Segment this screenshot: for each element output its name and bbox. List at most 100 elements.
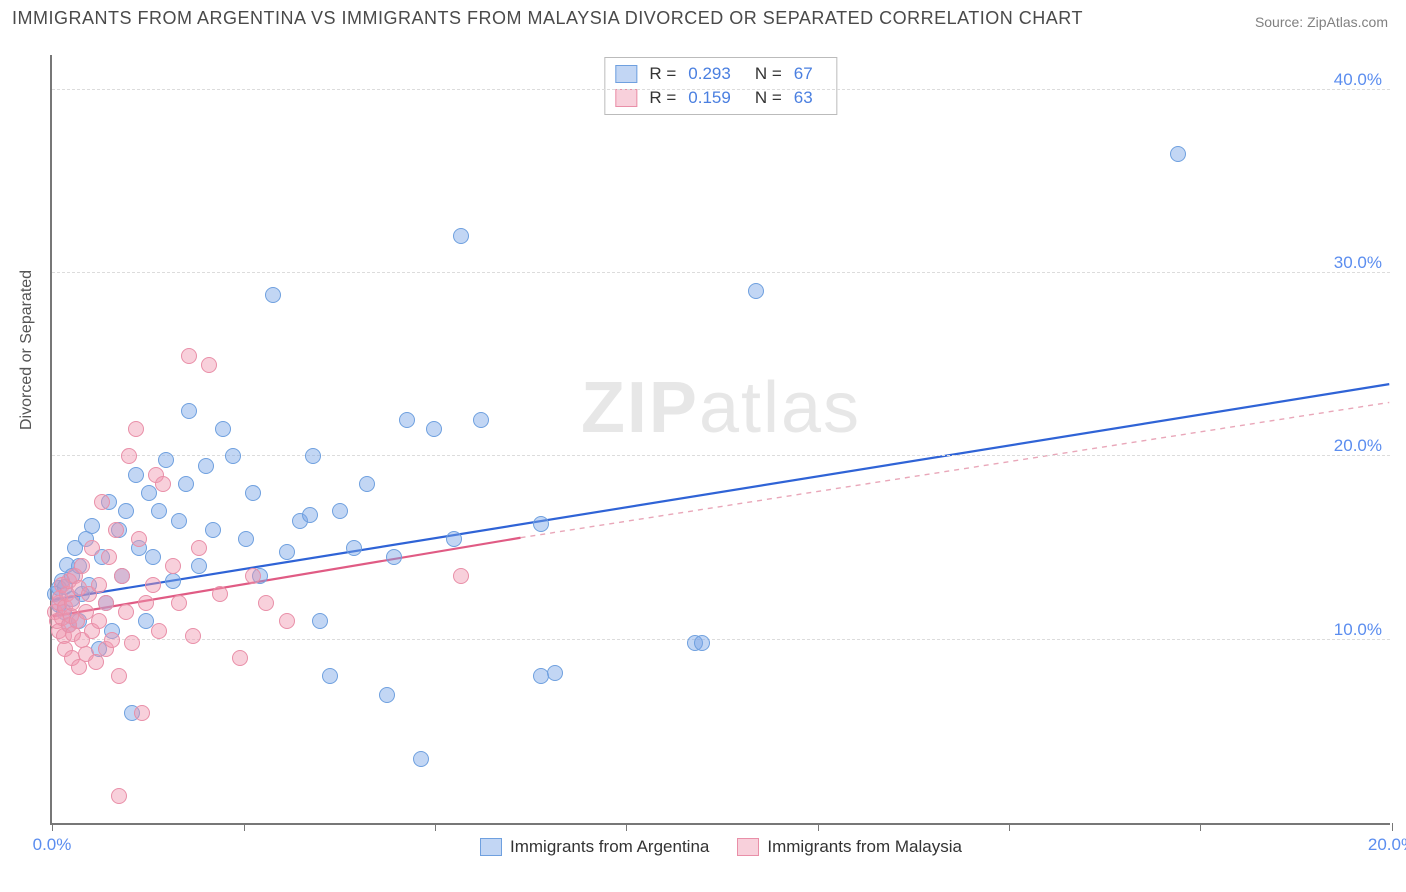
scatter-marker-malaysia	[453, 568, 469, 584]
scatter-marker-argentina	[118, 503, 134, 519]
scatter-marker-malaysia	[212, 586, 228, 602]
y-tick-label: 30.0%	[1334, 253, 1382, 273]
scatter-marker-argentina	[694, 635, 710, 651]
legend-bottom-item: Immigrants from Argentina	[480, 837, 709, 857]
scatter-marker-argentina	[533, 516, 549, 532]
legend-r-value: 0.159	[688, 88, 731, 108]
scatter-marker-malaysia	[279, 613, 295, 629]
x-tick	[1200, 823, 1201, 831]
scatter-marker-argentina	[547, 665, 563, 681]
scatter-marker-argentina	[1170, 146, 1186, 162]
scatter-marker-argentina	[473, 412, 489, 428]
scatter-marker-argentina	[748, 283, 764, 299]
scatter-marker-malaysia	[114, 568, 130, 584]
scatter-marker-malaysia	[134, 705, 150, 721]
legend-swatch	[737, 838, 759, 856]
scatter-marker-malaysia	[138, 595, 154, 611]
x-tick	[626, 823, 627, 831]
scatter-marker-argentina	[84, 518, 100, 534]
legend-swatch	[615, 89, 637, 107]
legend-r-label: R =	[649, 64, 676, 84]
scatter-marker-argentina	[215, 421, 231, 437]
scatter-marker-malaysia	[128, 421, 144, 437]
plot-area: ZIPatlas R = 0.293 N = 67 R = 0.159 N = …	[50, 55, 1390, 825]
scatter-marker-argentina	[302, 507, 318, 523]
scatter-marker-malaysia	[91, 613, 107, 629]
scatter-marker-argentina	[238, 531, 254, 547]
scatter-marker-malaysia	[245, 568, 261, 584]
x-tick	[818, 823, 819, 831]
legend-n-value: 63	[794, 88, 813, 108]
legend-n-label: N =	[755, 88, 782, 108]
legend-top: R = 0.293 N = 67 R = 0.159 N = 63	[604, 57, 837, 115]
scatter-marker-malaysia	[101, 549, 117, 565]
scatter-marker-malaysia	[185, 628, 201, 644]
x-tick-label: 0.0%	[33, 835, 72, 855]
scatter-marker-malaysia	[131, 531, 147, 547]
gridline-h	[52, 272, 1390, 273]
scatter-marker-malaysia	[108, 522, 124, 538]
scatter-marker-malaysia	[155, 476, 171, 492]
gridline-h	[52, 455, 1390, 456]
scatter-marker-argentina	[191, 558, 207, 574]
scatter-marker-malaysia	[111, 788, 127, 804]
scatter-marker-argentina	[151, 503, 167, 519]
legend-r-value: 0.293	[688, 64, 731, 84]
gridline-h	[52, 639, 1390, 640]
scatter-marker-argentina	[265, 287, 281, 303]
scatter-marker-argentina	[178, 476, 194, 492]
scatter-marker-argentina	[305, 448, 321, 464]
scatter-marker-malaysia	[232, 650, 248, 666]
watermark-light: atlas	[699, 368, 861, 448]
trend-lines-layer	[52, 55, 1390, 823]
legend-r-label: R =	[649, 88, 676, 108]
scatter-marker-malaysia	[258, 595, 274, 611]
x-tick-label: 20.0%	[1368, 835, 1406, 855]
scatter-marker-argentina	[205, 522, 221, 538]
y-tick-label: 20.0%	[1334, 436, 1382, 456]
scatter-marker-argentina	[181, 403, 197, 419]
x-tick	[1392, 823, 1393, 831]
legend-n-label: N =	[755, 64, 782, 84]
scatter-marker-argentina	[399, 412, 415, 428]
scatter-marker-malaysia	[191, 540, 207, 556]
scatter-marker-malaysia	[118, 604, 134, 620]
scatter-marker-malaysia	[181, 348, 197, 364]
legend-bottom: Immigrants from Argentina Immigrants fro…	[52, 837, 1390, 857]
scatter-marker-argentina	[312, 613, 328, 629]
scatter-marker-malaysia	[171, 595, 187, 611]
chart-title: IMMIGRANTS FROM ARGENTINA VS IMMIGRANTS …	[12, 8, 1083, 29]
legend-series-label: Immigrants from Malaysia	[767, 837, 962, 857]
scatter-marker-argentina	[359, 476, 375, 492]
x-tick	[435, 823, 436, 831]
scatter-marker-argentina	[225, 448, 241, 464]
scatter-marker-argentina	[379, 687, 395, 703]
scatter-marker-malaysia	[111, 668, 127, 684]
scatter-marker-malaysia	[98, 595, 114, 611]
scatter-marker-malaysia	[104, 632, 120, 648]
scatter-marker-argentina	[171, 513, 187, 529]
scatter-marker-malaysia	[145, 577, 161, 593]
legend-series-label: Immigrants from Argentina	[510, 837, 709, 857]
scatter-marker-malaysia	[88, 654, 104, 670]
scatter-marker-malaysia	[91, 577, 107, 593]
watermark: ZIPatlas	[581, 367, 861, 449]
chart-container: IMMIGRANTS FROM ARGENTINA VS IMMIGRANTS …	[0, 0, 1406, 892]
legend-bottom-item: Immigrants from Malaysia	[737, 837, 962, 857]
scatter-marker-malaysia	[124, 635, 140, 651]
scatter-marker-argentina	[145, 549, 161, 565]
legend-swatch	[615, 65, 637, 83]
y-axis-label: Divorced or Separated	[18, 270, 36, 430]
scatter-marker-malaysia	[121, 448, 137, 464]
scatter-marker-argentina	[279, 544, 295, 560]
scatter-marker-malaysia	[84, 540, 100, 556]
scatter-marker-argentina	[332, 503, 348, 519]
scatter-marker-malaysia	[151, 623, 167, 639]
scatter-marker-argentina	[453, 228, 469, 244]
legend-n-value: 67	[794, 64, 813, 84]
source-label: Source: ZipAtlas.com	[1255, 14, 1388, 30]
scatter-marker-argentina	[346, 540, 362, 556]
legend-swatch	[480, 838, 502, 856]
scatter-marker-malaysia	[74, 558, 90, 574]
y-tick-label: 40.0%	[1334, 70, 1382, 90]
